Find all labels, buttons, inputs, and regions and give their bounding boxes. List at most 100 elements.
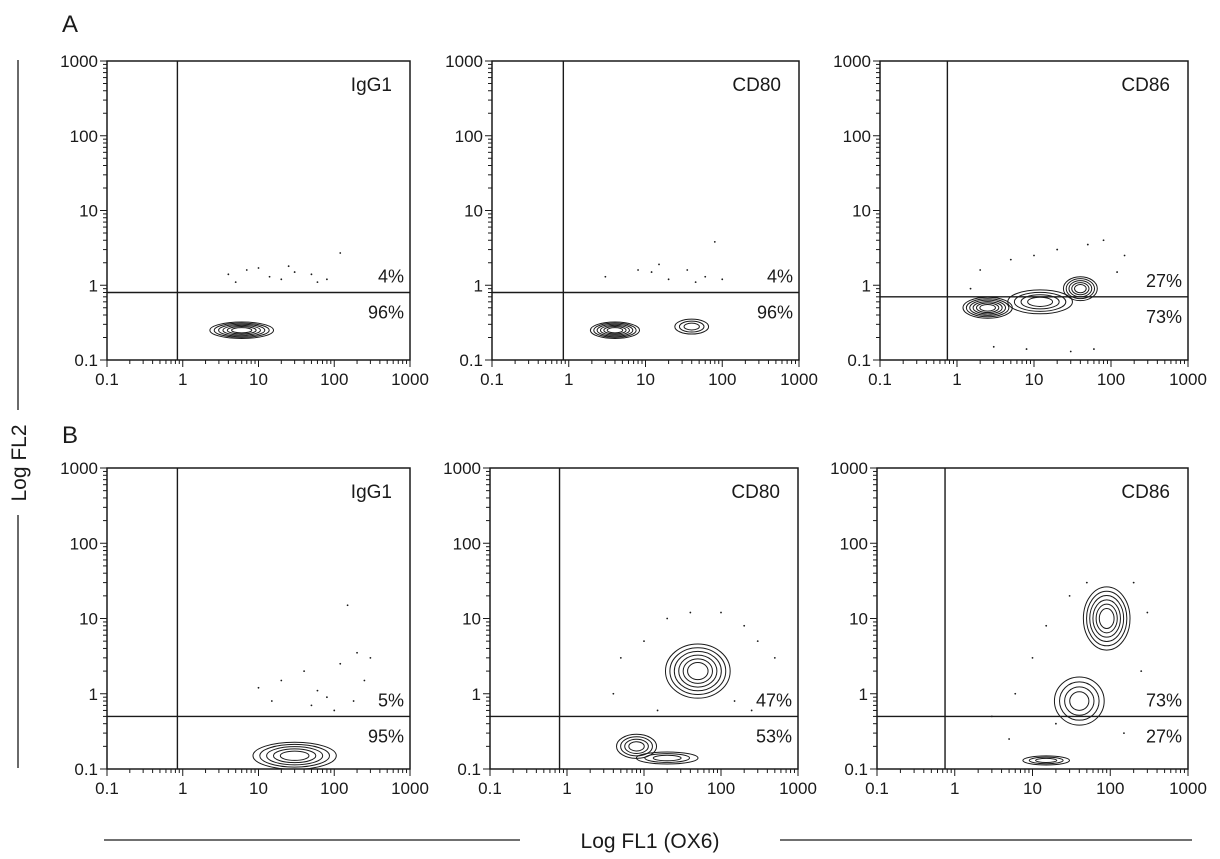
y-tick-label: 100 — [453, 534, 481, 553]
event-dot — [310, 273, 313, 276]
contour-line — [1053, 676, 1105, 726]
quadrant-upper-right-pct: 73% — [1146, 690, 1182, 710]
contour-line — [266, 746, 324, 766]
event-dot — [1069, 350, 1072, 353]
event-dot — [612, 692, 615, 695]
contour-line — [599, 324, 630, 336]
x-axis-label: Log FL1 (OX6) — [581, 830, 720, 853]
event-dot — [713, 241, 716, 243]
contour-line — [1069, 691, 1090, 711]
y-tick-label: 100 — [70, 127, 98, 146]
contour-line — [669, 647, 727, 695]
panel-label: CD86 — [1121, 482, 1170, 503]
event-dot — [245, 269, 248, 271]
quadrant-upper-right-pct: 4% — [767, 266, 793, 286]
y-tick-label: 100 — [70, 534, 98, 553]
event-dot — [268, 275, 271, 278]
event-dot — [1031, 656, 1034, 659]
x-tick-label: 0.1 — [480, 370, 504, 389]
y-tick-label: 0.1 — [457, 760, 481, 779]
contour-line — [1022, 755, 1071, 766]
event-dot — [1085, 581, 1088, 584]
event-dot — [1116, 271, 1118, 273]
event-dot — [1086, 243, 1089, 246]
event-dot — [979, 269, 982, 271]
y-tick-label: 0.1 — [847, 351, 871, 370]
contour-line — [682, 658, 713, 684]
contour-line — [231, 327, 253, 334]
event-dot — [650, 271, 653, 273]
contour-line — [593, 322, 637, 338]
event-dot — [1014, 692, 1017, 695]
contour-line — [624, 738, 649, 754]
event-dot — [352, 700, 355, 702]
contour-line — [1082, 586, 1131, 651]
contour-line — [678, 320, 705, 333]
quadrant-upper-right-pct: 27% — [1146, 271, 1182, 291]
contour-line — [213, 322, 270, 338]
quadrant-upper-right-pct: 47% — [756, 690, 792, 710]
contour-line — [1035, 757, 1058, 763]
contour-line — [972, 301, 1003, 315]
contour-line — [652, 754, 682, 762]
y-tick-label: 1 — [89, 685, 98, 704]
panel-a-cd80: 0.1 1 10 100 1000 0.1 1 10 100 1000 CD80 4% 96% — [445, 52, 818, 389]
panel-label: IgG1 — [351, 482, 392, 503]
contour-line — [259, 743, 330, 768]
event-dot — [992, 345, 995, 348]
event-dot — [293, 271, 296, 273]
contour-line — [1071, 282, 1090, 296]
y-tick-label: 1000 — [60, 459, 98, 478]
quadrant-upper-right-pct: 4% — [378, 266, 404, 286]
y-tick-label: 1 — [472, 685, 481, 704]
y-tick-label: 1 — [89, 276, 98, 295]
plot-frame — [879, 60, 1189, 361]
event-dot — [1132, 581, 1135, 584]
panel-a-igg1: 0.1 1 10 100 1000 0.1 1 10 100 1000 IgG1 4% 96% — [60, 52, 429, 389]
contour-line — [222, 324, 261, 336]
panel-b-igg1: 0.1 1 10 100 1000 0.1 1 10 100 1000 IgG1 5% 95% — [60, 459, 429, 798]
event-dot — [756, 640, 759, 643]
contour-line — [1013, 291, 1067, 312]
event-dot — [1055, 722, 1057, 725]
y-tick-label: 1000 — [60, 52, 98, 71]
y-tick-label: 1 — [859, 685, 868, 704]
quadrant-upper-right-pct: 5% — [378, 690, 404, 710]
contour-group — [612, 611, 776, 765]
y-tick-label: 1000 — [830, 459, 868, 478]
contour-line — [603, 326, 627, 335]
contour-group — [990, 581, 1149, 766]
y-tick-label: 10 — [79, 202, 98, 221]
x-tick-label: 10 — [635, 779, 654, 798]
contour-line — [279, 750, 310, 761]
contour-line — [628, 741, 645, 752]
plot-frame — [491, 60, 800, 361]
contour-group — [589, 241, 724, 339]
event-dot — [637, 269, 639, 271]
panel-b-cd80: 0.1 1 10 100 1000 0.1 1 10 100 1000 CD80 47% 53% — [443, 459, 817, 798]
event-dot — [686, 269, 689, 271]
event-dot — [643, 640, 645, 643]
contour-line — [635, 751, 699, 765]
y-tick-label: 10 — [79, 610, 98, 629]
x-tick-label: 10 — [1023, 779, 1042, 798]
event-dot — [1008, 738, 1010, 740]
event-dot — [1123, 732, 1125, 734]
event-dot — [1140, 670, 1143, 672]
quadrant-lower-right-pct: 73% — [1146, 307, 1182, 327]
event-dot — [316, 689, 319, 692]
panel-a-cd86: 0.1 1 10 100 1000 0.1 1 10 100 1000 CD86 27% 73% — [833, 52, 1207, 389]
contour-line — [1007, 289, 1073, 315]
x-tick-label: 1 — [952, 370, 961, 389]
contour-line — [1020, 294, 1060, 310]
panel-b-cd86: 0.1 1 10 100 1000 0.1 1 10 100 1000 CD86 73% 27% — [830, 459, 1207, 798]
event-dot — [733, 700, 736, 702]
event-dot — [969, 287, 972, 290]
contour-line — [644, 753, 691, 763]
event-dot — [1033, 254, 1035, 257]
quadrant-lower-right-pct: 96% — [368, 302, 404, 322]
plot-frame — [876, 467, 1189, 770]
event-dot — [1056, 248, 1059, 251]
x-tick-label: 100 — [320, 779, 348, 798]
